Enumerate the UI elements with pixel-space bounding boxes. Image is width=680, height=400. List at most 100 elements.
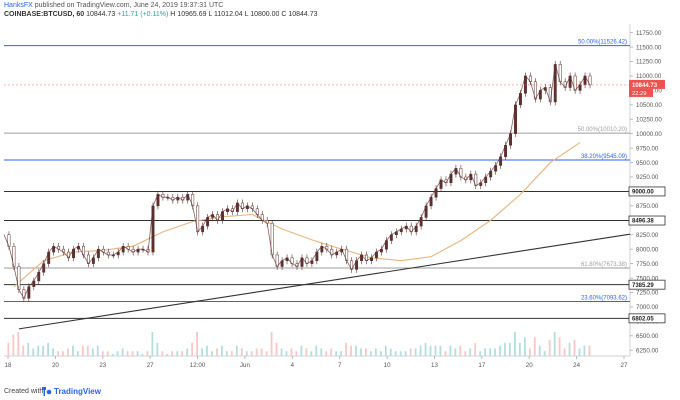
volume-bar xyxy=(136,351,139,356)
volume-bar xyxy=(389,348,392,356)
y-tick-label: 9250.00 xyxy=(636,174,659,181)
y-tick-label: 8000.00 xyxy=(636,246,659,253)
volume-bar xyxy=(538,345,541,356)
volume-bar xyxy=(225,351,228,356)
volume-bar xyxy=(47,342,50,356)
volume-bar xyxy=(419,345,422,356)
volume-bar xyxy=(553,332,556,356)
volume-bar xyxy=(509,342,511,356)
level-label: 23.60%(7093.62) xyxy=(581,296,627,302)
volume-bar xyxy=(514,332,516,356)
volume-bar xyxy=(265,351,268,356)
y-tick-label: 7250.00 xyxy=(636,290,659,297)
volume-bar xyxy=(429,345,432,356)
tradingview-brand[interactable]: TradingView xyxy=(54,387,101,396)
volume-bar xyxy=(156,342,159,356)
x-tick-label: 27 xyxy=(621,362,628,369)
trendline[interactable] xyxy=(18,233,631,330)
last-price: 10844.73 xyxy=(86,11,116,18)
x-tick-label: 12:00 xyxy=(190,362,206,369)
volume-bar xyxy=(310,351,313,356)
volume-bar xyxy=(230,351,233,356)
publish-info: HanksFX published on TradingView.com, Ju… xyxy=(4,2,223,9)
volume-bar xyxy=(374,348,377,356)
x-tick-label: Jun xyxy=(240,362,251,369)
volume-bar xyxy=(81,345,84,356)
volume-bar xyxy=(414,348,417,356)
volume-bar xyxy=(320,348,323,356)
y-tick-label: 11750.00 xyxy=(636,30,662,37)
y-tick-label: 7750.00 xyxy=(636,261,659,268)
volume-bar xyxy=(186,348,189,356)
volume-bar xyxy=(17,332,20,356)
volume-bar xyxy=(444,351,447,356)
volume-bar xyxy=(211,351,213,356)
x-tick-label: 18 xyxy=(5,362,12,369)
fib-levels: 50.00%(11526.42) 50.00%(10010.20) 38.20%(9… xyxy=(4,40,666,324)
volume-bar xyxy=(270,332,273,356)
volume-bar xyxy=(235,345,238,356)
level-label: 50.00%(11526.42) xyxy=(578,40,627,46)
volume-bar xyxy=(62,351,64,356)
time-label: 22:29 xyxy=(632,91,647,97)
volume-bar xyxy=(106,351,109,356)
volume-bar xyxy=(330,348,333,356)
y-tick-label: 6250.00 xyxy=(636,347,659,354)
x-tick-label: 20 xyxy=(52,362,59,369)
volume-bar xyxy=(528,348,531,356)
volume-bar xyxy=(449,345,452,356)
y-tick-label: 8250.00 xyxy=(636,232,659,239)
volume-bar xyxy=(285,351,288,356)
level-price-label: 9000.00 xyxy=(632,190,654,196)
volume-bar xyxy=(484,348,487,356)
volume-bar xyxy=(578,348,581,356)
level-label: 50.00%(10010.20) xyxy=(578,127,627,133)
level-price-box xyxy=(628,215,666,226)
level-price-label: 7385.29 xyxy=(632,283,654,289)
volume-bar xyxy=(404,351,407,356)
x-tick-label: 13 xyxy=(431,362,438,369)
price-change: +11.71 (+0.11%) xyxy=(117,11,169,18)
y-tick-label: 11500.00 xyxy=(636,44,662,51)
volume-bar xyxy=(151,332,154,356)
volume-bar xyxy=(394,351,397,356)
volume-bar xyxy=(201,348,203,356)
volume-bar xyxy=(290,348,293,356)
volume-bar xyxy=(300,345,303,356)
volume-bar xyxy=(141,354,144,356)
volume-bar xyxy=(121,348,124,356)
price-chart[interactable]: 11750.00 11500.00 11250.00 11000.00 10 7 50.00… xyxy=(0,0,680,384)
volume-bar xyxy=(126,351,129,356)
volume-bar xyxy=(250,351,253,356)
x-tick-label: 10 xyxy=(384,362,391,369)
volume-bar xyxy=(42,345,45,356)
volume-bar xyxy=(558,337,561,356)
level-price-label: 8496.38 xyxy=(632,219,654,225)
volume-bar xyxy=(454,348,457,356)
symbol-name[interactable]: COINBASE:BTCUSD, 60 xyxy=(4,11,85,18)
y-tick-label: 10000.00 xyxy=(636,131,662,138)
volume-bar xyxy=(181,351,184,356)
publish-text: published on TradingView.com, June 24, 2… xyxy=(34,2,224,9)
volume-bar xyxy=(489,348,491,356)
volume-bar xyxy=(479,351,482,356)
x-tick-label: 7 xyxy=(338,362,342,369)
x-tick-label: 4 xyxy=(291,362,295,369)
volume-bar xyxy=(588,345,591,356)
volume-bar xyxy=(280,348,283,356)
price-line[interactable] xyxy=(3,64,591,300)
volume-bar xyxy=(340,351,343,356)
volume-bar xyxy=(469,348,472,356)
volume-bar xyxy=(166,354,169,356)
volume-bar xyxy=(86,345,89,356)
volume-bar xyxy=(216,348,218,356)
volume-bar xyxy=(315,345,318,356)
x-axis: 18 20 23 27 12:00 Jun 4 7 10 13 17 20 24 27 xyxy=(5,356,628,369)
volume-bar xyxy=(459,345,462,356)
y-axis: 11750.0011500.0011250.0011000.0010750.00… xyxy=(630,30,662,354)
author-name[interactable]: HanksFX xyxy=(4,2,33,9)
created-with-text: Created with xyxy=(4,388,44,395)
volume-bar xyxy=(72,345,74,356)
volume-bar xyxy=(573,340,576,356)
x-tick-label: 17 xyxy=(478,362,485,369)
